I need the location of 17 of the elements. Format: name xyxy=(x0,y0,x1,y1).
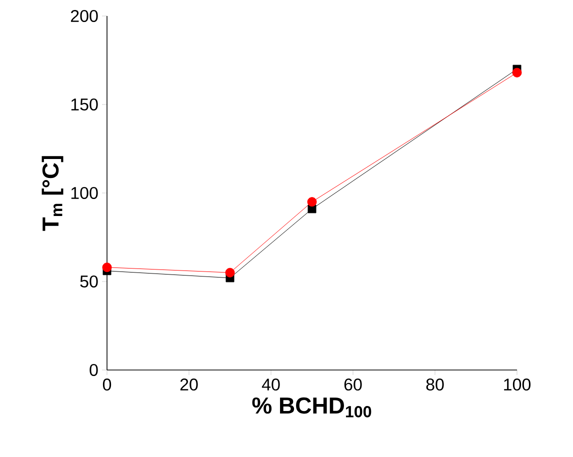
point xyxy=(102,262,112,272)
y-tick-label: 100 xyxy=(71,186,98,200)
x-tick-label: 80 xyxy=(426,378,444,391)
y-tick-label: 150 xyxy=(71,98,98,111)
x-tick-label: 20 xyxy=(180,378,198,391)
y-tick-label: 0 xyxy=(90,364,98,376)
point xyxy=(307,197,317,207)
x-tick-label: 40 xyxy=(262,378,280,391)
y-axis-title: T$_{m}$ [°C] xyxy=(42,156,64,231)
point xyxy=(512,68,522,78)
y-tick-label: 200 xyxy=(70,10,98,22)
x-tick-label: 0 xyxy=(102,378,112,391)
x-axis-title: % BCHD$_{100}$ xyxy=(252,397,372,418)
point xyxy=(225,268,235,278)
x-tick-label: 60 xyxy=(344,378,362,391)
x-tick-label: 100 xyxy=(504,378,531,391)
y-tick-label: 50 xyxy=(80,275,98,288)
